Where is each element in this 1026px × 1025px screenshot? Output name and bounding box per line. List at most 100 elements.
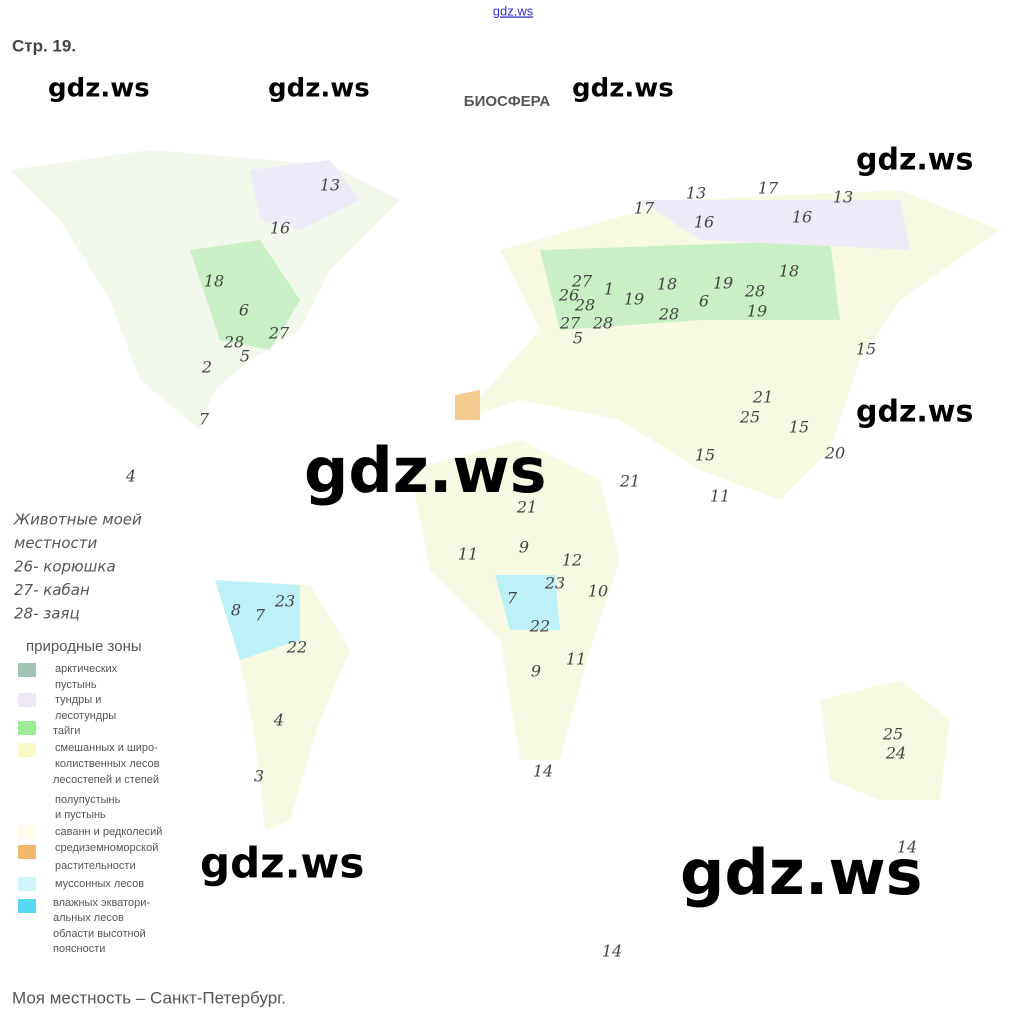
legend-swatch [18,721,36,735]
map-label: 16 [270,219,290,238]
legend-line: колиственных лесов [55,758,160,770]
map-label: 15 [789,418,809,437]
legend-line: области высотной [53,928,146,940]
legend-swatch [18,877,36,891]
map-label: 4 [125,467,136,486]
map-label: 7 [199,410,210,429]
map-label: 28 [592,314,613,333]
map-label: 20 [824,444,845,463]
map-label: 28 [223,333,244,352]
map-label: 9 [531,662,541,681]
legend-swatch [18,899,36,913]
legend-line: и пустынь [55,809,106,821]
map-label: 21 [619,472,640,491]
header-link[interactable]: gdz.ws [493,3,534,18]
map-label: 22 [529,617,550,636]
map-label: 6 [699,292,709,311]
map-label: 8 [231,601,241,620]
legend-line: саванн и редколесий [55,826,162,838]
watermark: gdz.ws [304,434,547,507]
map-label: 1 [604,280,614,299]
map-label: 17 [634,199,655,218]
legend-line: лесостепей и степей [53,774,159,786]
legend-line: средиземноморской [55,842,158,854]
legend-line: тундры и [55,694,101,706]
map-label: 10 [588,582,608,601]
legend-swatch [18,807,36,821]
map-label: 7 [255,606,266,625]
map-label: 19 [624,290,644,309]
legend-line: тайги [53,725,80,737]
legend-line: арктических [55,663,118,675]
legend-line: пустынь [55,679,97,691]
map-label: 13 [320,176,340,195]
watermark: gdz.ws [268,74,370,104]
map-label: 2 [201,358,212,377]
map-label: 21 [752,388,773,407]
map-label: 21 [516,498,537,517]
map-label: 23 [544,574,565,593]
legend-swatch [18,845,36,859]
note-line: 26- корюшка [14,558,116,576]
map-label: 13 [686,184,706,203]
legend-line: муссонных лесов [55,878,144,890]
map-label: 19 [713,274,733,293]
map-label: 14 [897,838,917,857]
map-label: 3 [254,767,264,786]
note-line: 27- кабан [14,581,90,599]
watermark: gdz.ws [856,143,973,178]
legend-line: лесотундры [55,710,116,722]
map-label: 11 [458,545,478,564]
watermark: gdz.ws [48,74,150,104]
map-label: 28 [574,296,595,315]
map-label: 27 [559,314,581,333]
map-label: 27 [268,324,290,343]
legend-line: растительности [55,860,136,872]
legend-line: влажных экватори- [53,897,150,909]
map-label: 18 [657,275,677,294]
map [10,150,1000,830]
map-label: 26 [558,286,579,305]
watermark: gdz.ws [856,395,973,430]
map-label: 25 [882,725,903,744]
legend-line: полупустынь [55,794,121,806]
map-label: 11 [566,650,586,669]
map-label: 6 [239,301,249,320]
watermark: gdz.ws [572,74,674,104]
watermarks: gdz.ws gdz.ws gdz.ws gdz.ws gdz.ws gdz.ws gdz.… [48,74,973,910]
map-label: 16 [694,213,714,232]
map-title: БИОСФЕРА [464,93,551,110]
map-label: 4 [273,711,284,730]
map-label: 12 [562,551,582,570]
legend-swatch [18,825,36,839]
map-label: 7 [507,589,518,608]
map-label: 14 [602,942,622,961]
legend-swatch [18,693,36,707]
map-label: 15 [856,340,876,359]
map-label: 18 [204,272,224,291]
notes: Животные моей местности 26- корюшка 27- каб… [13,511,142,623]
map-label: 24 [885,744,906,763]
legend-title: природные зоны [26,638,142,655]
note-line: Животные моей [13,511,142,529]
legend-line: альных лесов [53,912,124,924]
map-label: 11 [710,487,730,506]
map-label: 14 [533,762,553,781]
watermark: gdz.ws [200,839,364,888]
map-label: 28 [744,282,765,301]
footer: Моя местность – Санкт-Петербург. [12,988,286,1007]
page-number: Стр. 19. [12,36,76,55]
map-label: 9 [519,538,529,557]
map-label: 16 [792,208,812,227]
legend-swatch [18,783,36,797]
map-label: 13 [833,188,853,207]
map-label: 5 [240,347,250,366]
watermark: gdz.ws [680,836,923,909]
map-label: 17 [758,179,779,198]
legend-swatch [18,743,36,757]
legend-line: смешанных и широ- [55,742,158,754]
map-label: 23 [274,592,295,611]
map-label: 18 [779,262,799,281]
map-label: 19 [747,302,767,321]
